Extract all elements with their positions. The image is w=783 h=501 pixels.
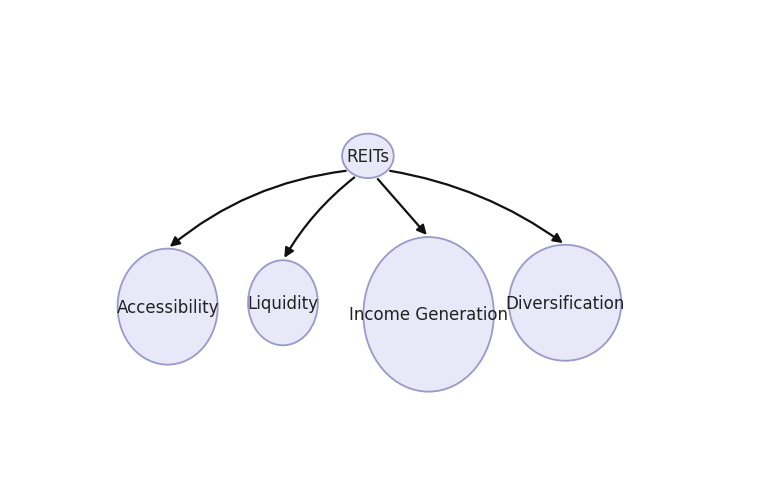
Ellipse shape [342,134,394,179]
Text: Diversification: Diversification [506,294,625,312]
Ellipse shape [248,261,318,346]
Text: Accessibility: Accessibility [117,298,219,316]
Text: REITs: REITs [346,148,389,165]
Text: Income Generation: Income Generation [349,306,508,324]
Ellipse shape [363,237,494,392]
Text: Liquidity: Liquidity [247,294,319,312]
Ellipse shape [117,249,218,365]
Ellipse shape [509,245,621,361]
